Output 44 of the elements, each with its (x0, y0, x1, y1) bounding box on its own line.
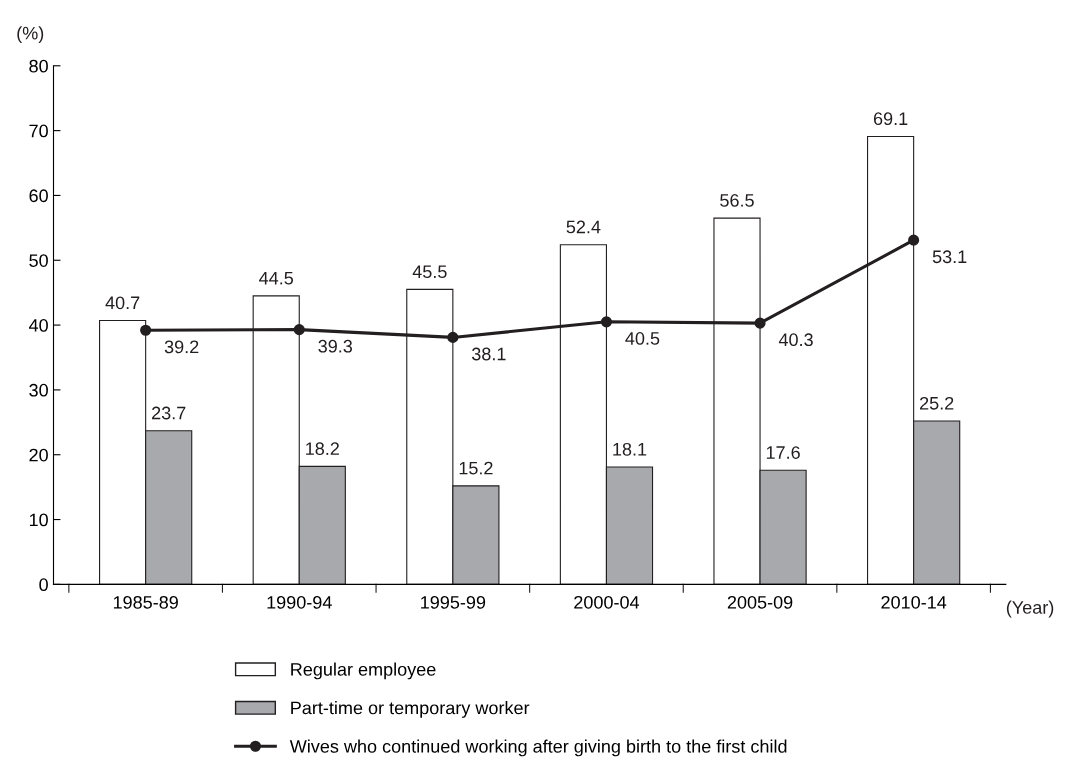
data-label: 38.1 (471, 347, 506, 361)
data-label: 52.4 (566, 220, 601, 234)
data-label: 25.2 (920, 396, 954, 410)
data-label: 45.5 (412, 265, 447, 279)
y-tick-label: 80 (29, 59, 48, 73)
y-tick-label: 10 (29, 513, 48, 527)
data-label: 23.7 (152, 406, 186, 420)
x-tick-label: 1990-94 (267, 595, 332, 609)
x-tick-label: 1985-89 (113, 595, 178, 609)
data-label: 56.5 (720, 193, 754, 207)
y-tick-label: 0 (39, 578, 48, 592)
x-tick-label: 2005-09 (727, 595, 793, 609)
x-tick-label: 2010-14 (881, 595, 947, 609)
data-label: 18.2 (306, 442, 339, 456)
data-label: 18.1 (613, 442, 647, 456)
data-label: 39.2 (164, 340, 199, 354)
x-tick-label: 2000-04 (574, 595, 640, 609)
data-label: 69.1 (873, 112, 908, 126)
x-axis-title: (Year) (1006, 600, 1054, 618)
y-tick-label: 50 (29, 254, 48, 267)
y-tick-label: 20 (29, 448, 48, 462)
y-tick-label: 60 (29, 189, 48, 203)
data-label: 44.5 (259, 271, 294, 285)
data-label: 40.5 (625, 332, 660, 345)
data-label: 53.1 (932, 250, 967, 264)
point (754, 317, 766, 329)
point (447, 331, 459, 343)
y-tick-label: 70 (29, 124, 48, 138)
x-tick-label: 1995-99 (421, 595, 486, 609)
data-label: 40.3 (778, 333, 813, 347)
y-tick-label: 30 (29, 383, 48, 397)
y-tick-label: 40 (28, 319, 48, 332)
point (908, 234, 920, 246)
y-axis-title: (%) (17, 26, 44, 44)
point (600, 316, 613, 328)
data-label: 39.3 (318, 339, 353, 353)
point (293, 324, 305, 336)
data-label: 15.2 (459, 461, 493, 475)
data-label: 17.6 (766, 446, 800, 459)
point (140, 324, 152, 336)
legend-label: Wives who continued working after giving birth to the first child (289, 739, 787, 757)
data-label: 40.7 (105, 296, 140, 310)
legend-label: Part-time or temporary worker (291, 701, 530, 718)
legend-label: Regular employee (291, 662, 436, 680)
